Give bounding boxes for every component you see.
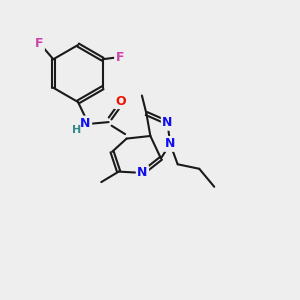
Text: N: N	[80, 117, 91, 130]
Text: N: N	[165, 137, 175, 150]
Text: F: F	[35, 37, 43, 50]
Text: N: N	[137, 167, 148, 179]
Text: F: F	[116, 51, 124, 64]
Text: N: N	[162, 116, 173, 129]
Text: F: F	[35, 37, 43, 50]
Text: O: O	[115, 94, 126, 108]
Text: H: H	[72, 125, 81, 135]
Text: F: F	[116, 51, 124, 64]
